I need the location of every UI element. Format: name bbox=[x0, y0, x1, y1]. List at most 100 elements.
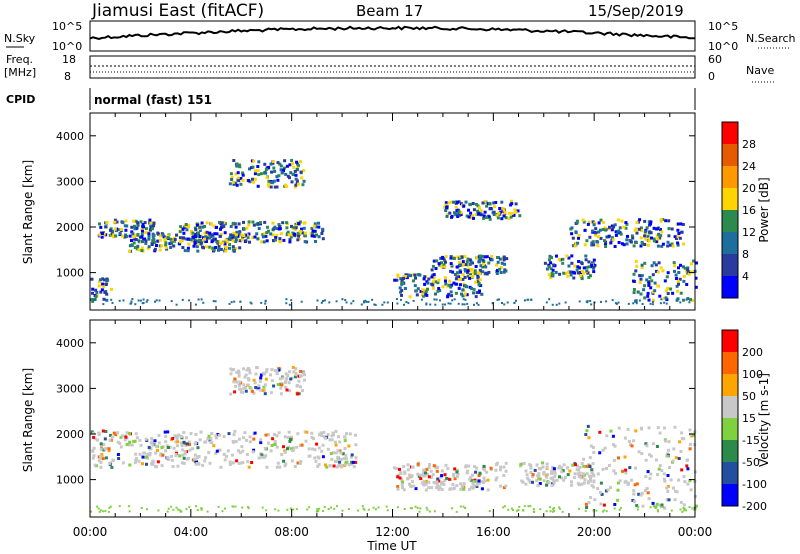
echo-cell bbox=[234, 235, 238, 239]
ground-scatter-cell bbox=[551, 510, 554, 513]
echo-cell bbox=[489, 466, 493, 470]
ground-scatter-cell bbox=[506, 301, 509, 304]
echo-cell bbox=[621, 469, 625, 473]
ground-scatter-cell bbox=[194, 303, 197, 306]
ground-scatter-cell bbox=[118, 505, 121, 508]
ground-scatter-cell bbox=[496, 298, 499, 301]
ground-scatter-cell bbox=[333, 507, 336, 510]
echo-cell bbox=[686, 467, 690, 471]
echo-cell bbox=[557, 258, 561, 261]
echo-cell bbox=[259, 172, 263, 176]
echo-cell bbox=[555, 254, 558, 258]
echo-cell bbox=[247, 378, 251, 382]
echo-cell bbox=[478, 471, 482, 475]
echo-cell bbox=[659, 228, 662, 232]
echo-cell bbox=[488, 201, 492, 205]
echo-cell bbox=[640, 263, 644, 267]
echo-cell bbox=[110, 465, 114, 469]
nsearch-tick-low: 10^0 bbox=[708, 40, 738, 53]
echo-cell bbox=[230, 178, 234, 181]
echo-cell bbox=[235, 370, 239, 374]
echo-cell bbox=[609, 486, 612, 490]
echo-cell bbox=[285, 164, 289, 168]
echo-cell bbox=[179, 441, 183, 445]
echo-cell bbox=[638, 274, 642, 278]
echo-cell bbox=[611, 238, 615, 242]
echo-cell bbox=[477, 206, 481, 210]
echo-cell bbox=[686, 266, 690, 270]
echo-cell bbox=[198, 225, 202, 229]
echo-cell bbox=[598, 490, 602, 494]
echo-cell bbox=[504, 484, 508, 488]
echo-cell bbox=[269, 449, 273, 453]
ground-scatter-cell bbox=[181, 298, 184, 301]
echo-cell bbox=[265, 176, 269, 180]
echo-cell bbox=[682, 437, 686, 441]
echo-cell bbox=[156, 239, 160, 243]
echo-cell bbox=[545, 483, 549, 487]
echo-cell bbox=[314, 240, 317, 243]
echo-cell bbox=[350, 462, 354, 466]
echo-cell bbox=[592, 265, 596, 269]
echo-cell bbox=[414, 487, 418, 491]
echo-cell bbox=[645, 444, 649, 448]
echo-cell bbox=[459, 270, 463, 274]
echo-cell bbox=[180, 461, 184, 465]
ground-scatter-cell bbox=[651, 303, 654, 306]
echo-cell bbox=[599, 236, 603, 240]
ground-scatter-cell bbox=[662, 506, 665, 508]
echo-cell bbox=[643, 243, 647, 246]
echo-cell bbox=[672, 261, 676, 265]
ground-scatter-cell bbox=[231, 505, 234, 508]
echo-cell bbox=[631, 236, 635, 240]
echo-cell bbox=[275, 434, 279, 438]
echo-cell bbox=[267, 179, 271, 183]
echo-cell bbox=[140, 235, 144, 239]
echo-cell bbox=[695, 261, 698, 265]
freq-tick-high: 18 bbox=[62, 53, 76, 66]
echo-cell bbox=[679, 500, 683, 504]
echo-cell bbox=[139, 220, 143, 224]
echo-cell bbox=[654, 263, 658, 267]
echo-cell bbox=[502, 214, 506, 218]
echo-cell bbox=[315, 442, 319, 446]
echo-cell bbox=[200, 221, 204, 225]
echo-cell bbox=[94, 288, 98, 292]
ground-scatter-cell bbox=[533, 508, 535, 511]
echo-cell bbox=[241, 171, 245, 175]
echo-cell bbox=[561, 261, 565, 265]
echo-cell bbox=[573, 472, 577, 476]
echo-cell bbox=[280, 452, 284, 456]
echo-cell bbox=[612, 469, 616, 473]
echo-cell bbox=[602, 503, 606, 507]
echo-cell bbox=[317, 221, 320, 225]
echo-cell bbox=[478, 268, 482, 272]
echo-cell bbox=[257, 160, 261, 164]
echo-cell bbox=[264, 433, 268, 437]
ground-scatter-cell bbox=[663, 301, 666, 304]
ground-scatter-cell bbox=[177, 508, 180, 511]
echo-cell bbox=[209, 222, 213, 226]
velocity-x-ticks bbox=[89, 320, 696, 517]
station-title: Jiamusi East (fitACF) bbox=[91, 1, 264, 21]
echo-cell bbox=[311, 229, 315, 233]
echo-cell bbox=[250, 389, 254, 393]
echo-cell bbox=[325, 465, 329, 469]
echo-cell bbox=[246, 236, 250, 240]
colorbar-swatch bbox=[722, 210, 738, 233]
echo-cell bbox=[673, 425, 677, 429]
echo-cell bbox=[469, 260, 473, 264]
echo-cell bbox=[354, 456, 358, 460]
echo-cell bbox=[105, 280, 109, 284]
echo-cell bbox=[270, 170, 274, 174]
echo-cell bbox=[594, 227, 598, 231]
echo-cell bbox=[625, 238, 629, 242]
echo-cell bbox=[191, 447, 195, 451]
echo-cell bbox=[238, 239, 242, 243]
echo-cell bbox=[241, 461, 245, 464]
echo-cell bbox=[614, 471, 618, 475]
echo-cell bbox=[289, 377, 293, 381]
ground-scatter-cell bbox=[98, 510, 101, 513]
echo-cell bbox=[176, 440, 180, 444]
echo-cell bbox=[297, 234, 300, 238]
